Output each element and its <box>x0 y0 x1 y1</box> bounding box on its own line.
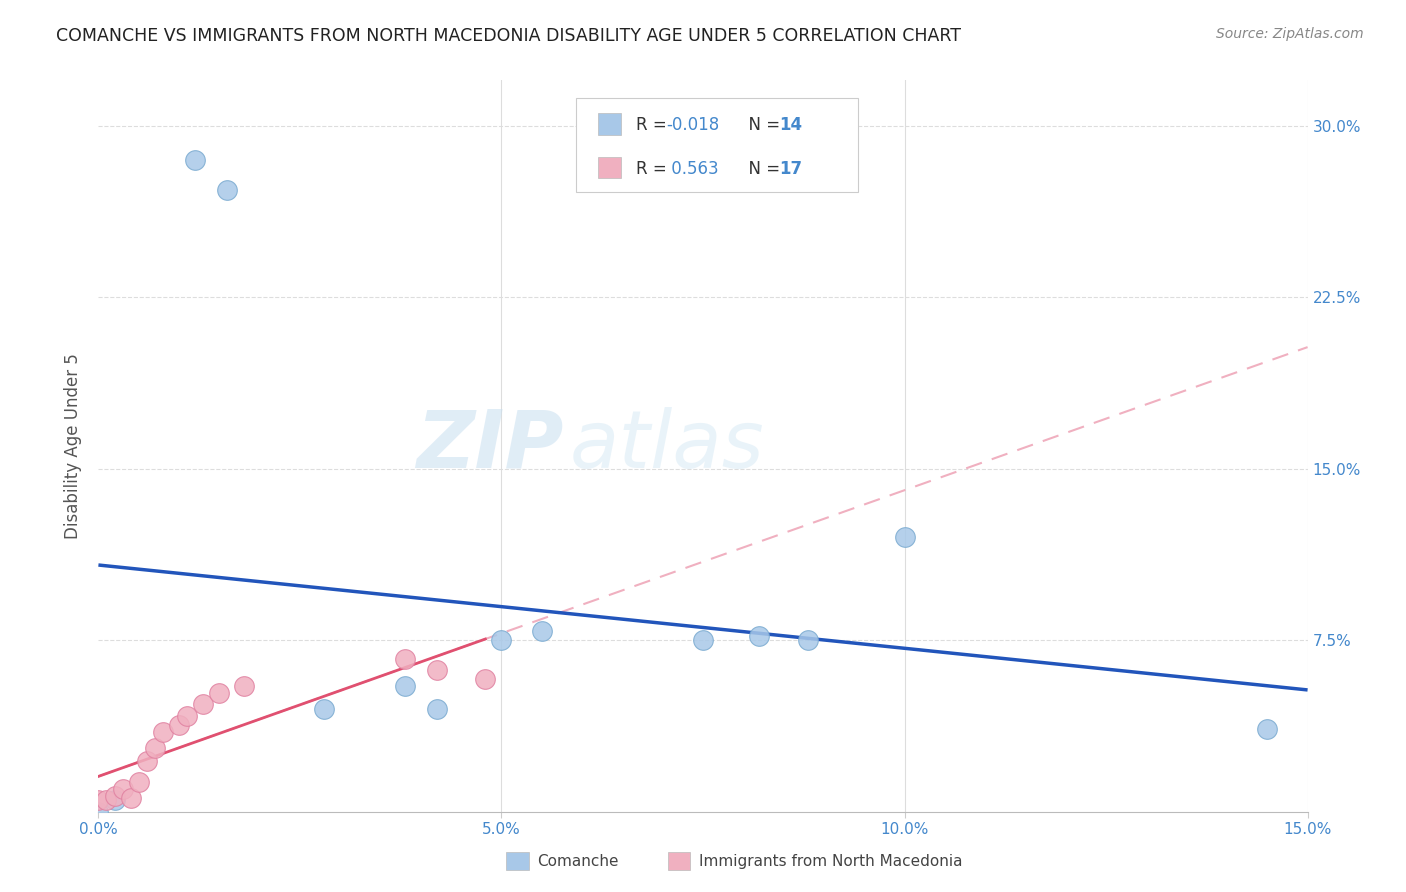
Text: COMANCHE VS IMMIGRANTS FROM NORTH MACEDONIA DISABILITY AGE UNDER 5 CORRELATION C: COMANCHE VS IMMIGRANTS FROM NORTH MACEDO… <box>56 27 962 45</box>
Y-axis label: Disability Age Under 5: Disability Age Under 5 <box>63 353 82 539</box>
Point <box>530 624 553 639</box>
Point <box>128 775 150 789</box>
Point <box>111 781 134 796</box>
Point <box>491 633 513 648</box>
Point <box>135 755 157 769</box>
Point <box>167 718 190 732</box>
Text: atlas: atlas <box>569 407 765 485</box>
Text: R =: R = <box>636 117 672 135</box>
Point <box>120 791 142 805</box>
Point <box>394 651 416 665</box>
Point <box>193 698 215 712</box>
Text: R =: R = <box>636 161 672 178</box>
Point <box>217 183 239 197</box>
Point <box>797 633 820 648</box>
Text: -0.018: -0.018 <box>666 117 720 135</box>
Text: ZIP: ZIP <box>416 407 564 485</box>
Text: 0.563: 0.563 <box>666 161 718 178</box>
Point <box>232 679 254 693</box>
Point <box>208 686 231 700</box>
Point <box>103 789 125 803</box>
Point <box>893 530 915 544</box>
Point <box>103 793 125 807</box>
Text: N =: N = <box>738 117 786 135</box>
Point <box>474 672 496 686</box>
Point <box>748 629 770 643</box>
Point <box>1256 723 1278 737</box>
Point <box>152 724 174 739</box>
Point <box>692 633 714 648</box>
Point <box>96 793 118 807</box>
Point <box>426 702 449 716</box>
Text: Immigrants from North Macedonia: Immigrants from North Macedonia <box>699 854 962 869</box>
Point <box>426 663 449 677</box>
Point <box>176 708 198 723</box>
Point <box>87 805 110 819</box>
Point <box>314 702 336 716</box>
Text: Comanche: Comanche <box>537 854 619 869</box>
Point <box>394 679 416 693</box>
Point <box>87 793 110 807</box>
Text: Source: ZipAtlas.com: Source: ZipAtlas.com <box>1216 27 1364 41</box>
Point <box>143 740 166 755</box>
Text: 17: 17 <box>779 161 801 178</box>
Point <box>184 153 207 168</box>
Text: N =: N = <box>738 161 786 178</box>
Text: 14: 14 <box>779 117 801 135</box>
